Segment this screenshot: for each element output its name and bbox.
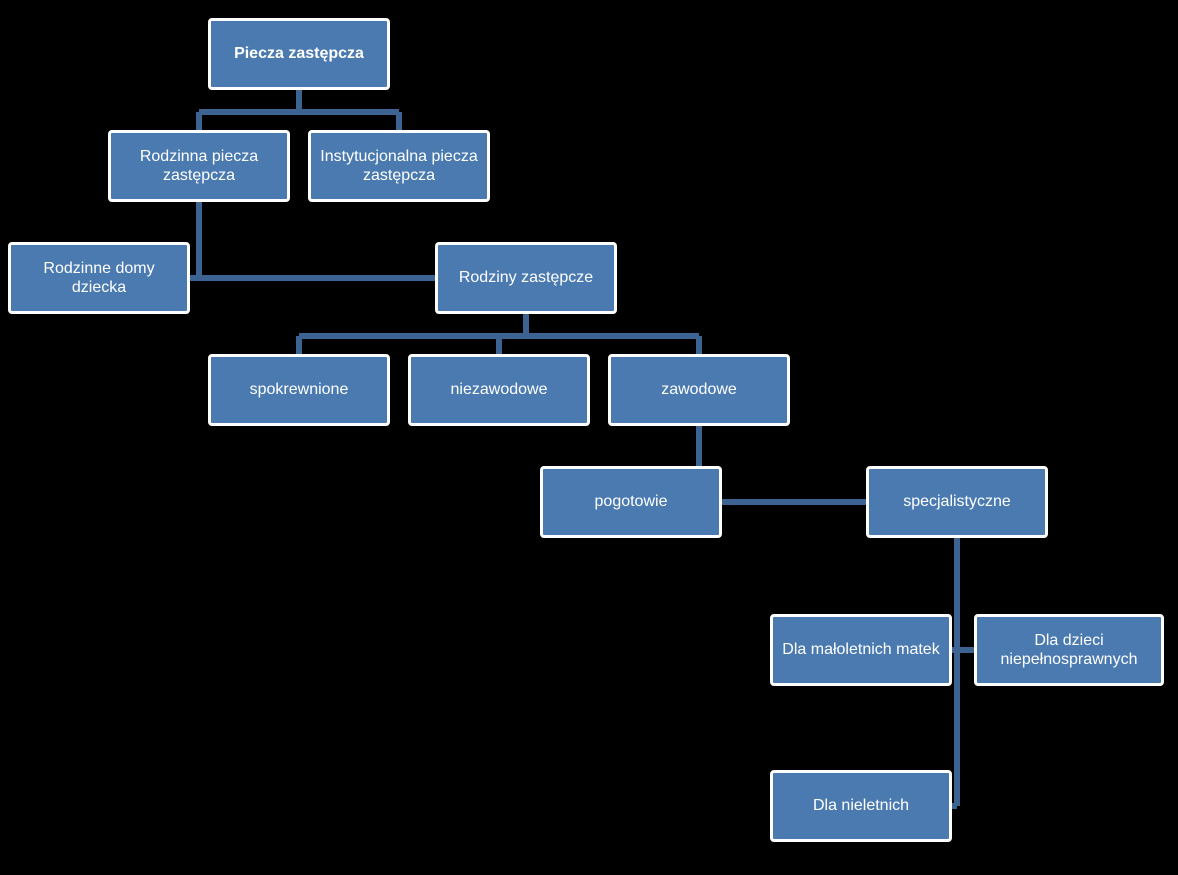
tree-node-label: zawodowe (661, 380, 737, 399)
tree-node-label: Dla dzieci niepełnosprawnych (985, 631, 1153, 669)
tree-node-n_pog: pogotowie (540, 466, 722, 538)
tree-node-label: Dla małoletnich matek (782, 640, 939, 659)
tree-node-n_rdd: Rodzinne domy dziecka (8, 242, 190, 314)
tree-node-label: specjalistyczne (903, 492, 1011, 511)
tree-node-label: Rodziny zastępcze (459, 268, 593, 287)
tree-node-label: spokrewnione (250, 380, 349, 399)
tree-node-root: Piecza zastępcza (208, 18, 390, 90)
tree-node-label: Piecza zastępcza (234, 44, 364, 63)
tree-node-n_spok: spokrewnione (208, 354, 390, 426)
tree-node-label: niezawodowe (451, 380, 548, 399)
tree-node-n_inst: Instytucjonalna piecza zastępcza (308, 130, 490, 202)
tree-node-n_rzast: Rodziny zastępcze (435, 242, 617, 314)
tree-node-n_rodzinna: Rodzinna piecza zastępcza (108, 130, 290, 202)
tree-node-label: pogotowie (595, 492, 668, 511)
tree-node-n_niez: niezawodowe (408, 354, 590, 426)
tree-node-label: Rodzinna piecza zastępcza (119, 147, 279, 185)
tree-node-n_niel: Dla nieletnich (770, 770, 952, 842)
tree-node-label: Instytucjonalna piecza zastępcza (319, 147, 479, 185)
tree-node-n_spec: specjalistyczne (866, 466, 1048, 538)
tree-node-n_mat: Dla małoletnich matek (770, 614, 952, 686)
tree-node-n_zaw: zawodowe (608, 354, 790, 426)
diagram-canvas: Piecza zastępcza Rodzinna piecza zastępcz… (0, 0, 1178, 875)
tree-node-label: Rodzinne domy dziecka (19, 259, 179, 297)
tree-node-n_niep: Dla dzieci niepełnosprawnych (974, 614, 1164, 686)
tree-node-label: Dla nieletnich (813, 796, 909, 815)
